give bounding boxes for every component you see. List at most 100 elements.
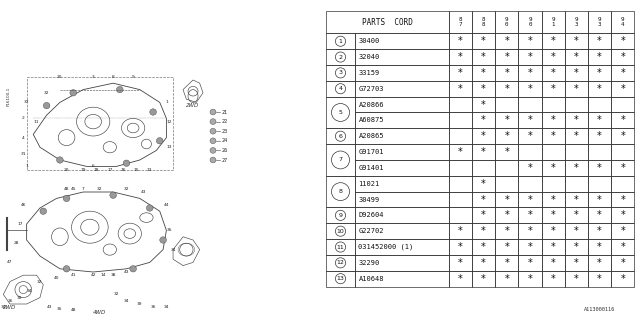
Bar bbox=[564, 65, 588, 81]
Bar bbox=[588, 207, 611, 223]
Bar bbox=[518, 33, 541, 49]
Bar bbox=[518, 176, 541, 192]
Bar bbox=[588, 128, 611, 144]
Text: 9: 9 bbox=[339, 213, 342, 218]
Bar bbox=[518, 255, 541, 271]
Bar bbox=[472, 49, 495, 65]
Text: *: * bbox=[504, 36, 509, 46]
Text: *: * bbox=[574, 52, 579, 62]
Bar bbox=[495, 112, 518, 128]
Bar bbox=[449, 65, 472, 81]
Text: *: * bbox=[504, 242, 509, 252]
Bar bbox=[449, 160, 472, 176]
Bar bbox=[472, 207, 495, 223]
Text: 9
1: 9 1 bbox=[552, 17, 555, 27]
Bar bbox=[472, 271, 495, 287]
Bar bbox=[541, 112, 564, 128]
Bar bbox=[472, 97, 495, 112]
Text: 32: 32 bbox=[114, 292, 119, 296]
Bar bbox=[355, 255, 449, 271]
Text: *: * bbox=[574, 242, 579, 252]
Text: *: * bbox=[574, 116, 579, 125]
Text: *: * bbox=[620, 116, 625, 125]
Bar bbox=[564, 160, 588, 176]
Text: 9: 9 bbox=[132, 75, 134, 79]
Bar bbox=[611, 49, 634, 65]
Bar bbox=[518, 49, 541, 65]
Text: 32: 32 bbox=[37, 280, 43, 284]
Text: *: * bbox=[481, 226, 486, 236]
Bar bbox=[541, 271, 564, 287]
Bar bbox=[472, 176, 495, 192]
Bar bbox=[588, 144, 611, 160]
Text: 1: 1 bbox=[165, 100, 168, 104]
Text: 43: 43 bbox=[47, 305, 52, 309]
Bar bbox=[611, 11, 634, 33]
Bar bbox=[611, 207, 634, 223]
Text: *: * bbox=[481, 84, 486, 94]
Text: *: * bbox=[458, 226, 463, 236]
Text: *: * bbox=[527, 274, 532, 284]
Text: *: * bbox=[620, 274, 625, 284]
Bar bbox=[611, 97, 634, 112]
Text: 26: 26 bbox=[221, 148, 228, 153]
Bar bbox=[449, 207, 472, 223]
Text: *: * bbox=[481, 195, 486, 204]
Bar bbox=[355, 192, 449, 207]
Text: 40: 40 bbox=[54, 276, 60, 280]
Text: *: * bbox=[574, 163, 579, 173]
Bar bbox=[326, 271, 355, 287]
Text: 34: 34 bbox=[28, 289, 33, 293]
Bar bbox=[541, 160, 564, 176]
Bar bbox=[449, 33, 472, 49]
Text: 13: 13 bbox=[167, 145, 172, 149]
Text: 1: 1 bbox=[25, 164, 28, 168]
Text: 32290: 32290 bbox=[358, 260, 380, 266]
Text: *: * bbox=[481, 147, 486, 157]
Text: 9
3: 9 3 bbox=[575, 17, 578, 27]
Bar bbox=[472, 65, 495, 81]
Bar bbox=[449, 112, 472, 128]
Bar bbox=[326, 33, 355, 49]
Text: *: * bbox=[481, 242, 486, 252]
Text: *: * bbox=[620, 163, 625, 173]
Circle shape bbox=[110, 192, 116, 198]
Bar bbox=[355, 128, 449, 144]
Text: 32040: 32040 bbox=[358, 54, 380, 60]
Text: G91401: G91401 bbox=[358, 165, 384, 171]
Text: *: * bbox=[620, 210, 625, 220]
Text: *: * bbox=[597, 242, 602, 252]
Text: 8
7: 8 7 bbox=[458, 17, 462, 27]
Text: 30499: 30499 bbox=[358, 196, 380, 203]
Text: *: * bbox=[551, 163, 556, 173]
Circle shape bbox=[210, 119, 216, 124]
Text: *: * bbox=[597, 84, 602, 94]
Text: 32: 32 bbox=[44, 91, 49, 95]
Text: *: * bbox=[620, 131, 625, 141]
Text: *: * bbox=[551, 68, 556, 78]
Text: *: * bbox=[620, 258, 625, 268]
Text: *: * bbox=[620, 242, 625, 252]
Text: *: * bbox=[620, 84, 625, 94]
Text: 6: 6 bbox=[92, 164, 95, 168]
Text: 1: 1 bbox=[339, 39, 342, 44]
Text: 30400: 30400 bbox=[358, 38, 380, 44]
Bar bbox=[326, 144, 355, 176]
Bar bbox=[472, 128, 495, 144]
Text: *: * bbox=[481, 116, 486, 125]
Text: *: * bbox=[458, 84, 463, 94]
Text: *: * bbox=[620, 52, 625, 62]
Text: *: * bbox=[597, 274, 602, 284]
Bar bbox=[472, 11, 495, 33]
Text: 32: 32 bbox=[124, 187, 129, 191]
Text: 21: 21 bbox=[221, 109, 228, 115]
Text: 43: 43 bbox=[140, 190, 146, 194]
Bar bbox=[611, 223, 634, 239]
Text: *: * bbox=[597, 226, 602, 236]
Text: A20866: A20866 bbox=[358, 101, 384, 108]
Text: 41: 41 bbox=[70, 273, 76, 277]
Bar bbox=[518, 192, 541, 207]
Text: 43: 43 bbox=[124, 270, 129, 274]
Text: *: * bbox=[527, 131, 532, 141]
Bar bbox=[355, 176, 449, 192]
